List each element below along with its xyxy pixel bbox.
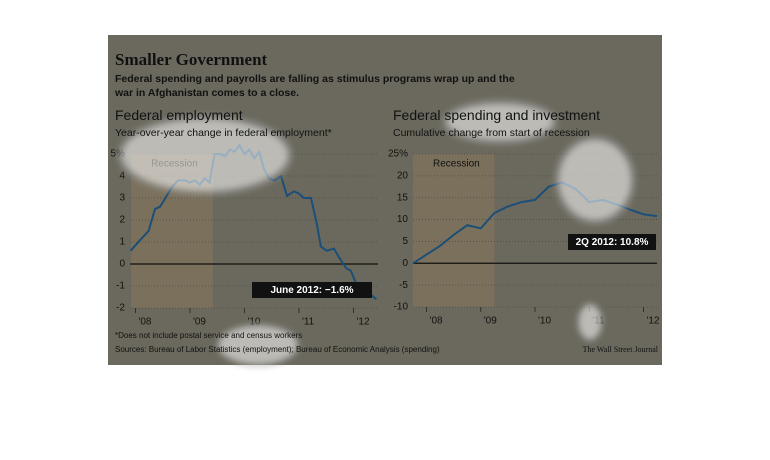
x-tick-label: '11 bbox=[302, 317, 315, 328]
y-tick-label: 1 bbox=[119, 237, 125, 248]
x-tick-label: '09 bbox=[484, 316, 497, 327]
y-tick-label: -2 bbox=[116, 303, 125, 314]
annotation-box bbox=[568, 234, 656, 250]
y-tick-label: 5 bbox=[402, 236, 408, 247]
y-tick-label: -5 bbox=[399, 280, 408, 291]
annotation: 2Q 2012: 10.8% bbox=[576, 237, 649, 248]
recession-label: Recession bbox=[433, 159, 480, 170]
y-tick-label: 15 bbox=[397, 192, 409, 203]
subtitle: Federal spending and payrolls are fallin… bbox=[115, 73, 515, 99]
x-tick-label: '08 bbox=[138, 317, 151, 328]
chart-subtitle: Cumulative change from start of recessio… bbox=[393, 127, 590, 139]
footnote: *Does not include postal service and cen… bbox=[115, 331, 303, 340]
credit: The Wall Street Journal bbox=[582, 345, 658, 354]
y-tick-label: 25% bbox=[388, 149, 408, 160]
x-tick-label: '10 bbox=[247, 317, 260, 328]
highlight-overlay bbox=[117, 99, 636, 367]
y-tick-label: 3 bbox=[119, 193, 125, 204]
annotation: June 2012: −1.6% bbox=[270, 285, 353, 296]
y-tick-label: -1 bbox=[116, 281, 125, 292]
x-tick-label: '08 bbox=[430, 316, 443, 327]
x-tick-label: '12 bbox=[646, 316, 659, 327]
x-tick-label: '12 bbox=[356, 317, 369, 328]
chart-subtitle: Year-over-year change in federal employm… bbox=[115, 127, 332, 139]
title: Smaller Government bbox=[115, 50, 268, 69]
x-tick-label: '10 bbox=[538, 316, 551, 327]
y-tick-label: 0 bbox=[119, 259, 125, 270]
recession-shade bbox=[413, 154, 495, 307]
chart-title: Federal spending and investment bbox=[393, 107, 601, 123]
y-tick-label: -10 bbox=[394, 302, 409, 313]
chart-title: Federal employment bbox=[115, 107, 243, 123]
y-tick-label: 10 bbox=[397, 214, 409, 225]
y-tick-label: 2 bbox=[119, 215, 125, 226]
annotation-box bbox=[252, 282, 372, 298]
y-tick-label: 4 bbox=[119, 171, 125, 182]
source: Sources: Bureau of Labor Statistics (emp… bbox=[115, 345, 440, 354]
y-tick-label: 20 bbox=[397, 170, 409, 181]
x-tick-label: '09 bbox=[193, 317, 206, 328]
y-tick-label: 0 bbox=[402, 258, 408, 269]
